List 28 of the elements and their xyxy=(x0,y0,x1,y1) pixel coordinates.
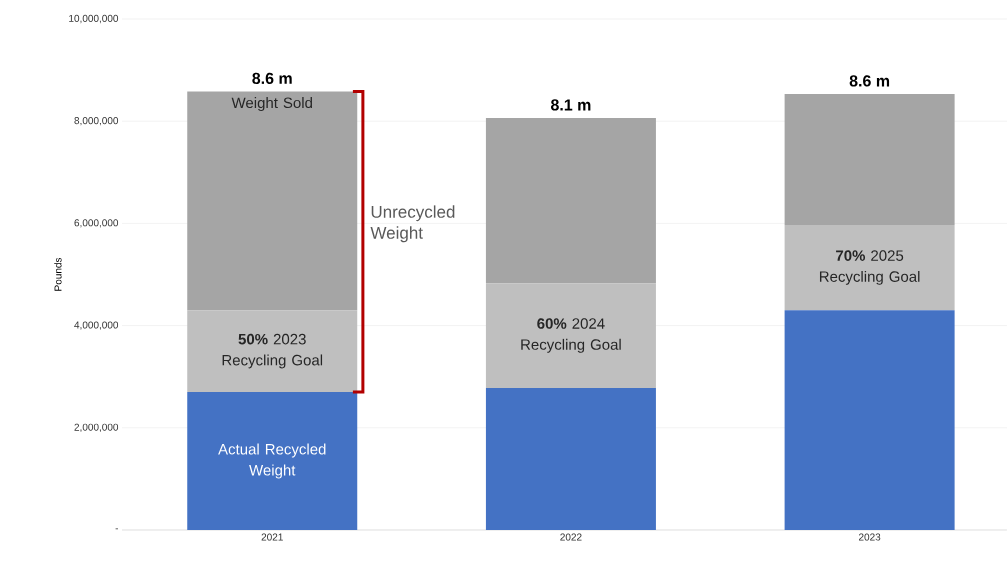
y-tick-label: 8,000,000 xyxy=(74,117,119,126)
bar xyxy=(784,310,955,530)
y-tick-label: 2,000,000 xyxy=(74,423,119,432)
annotation: 50% 2023 Recycling Goal xyxy=(222,333,323,369)
bar xyxy=(485,283,656,388)
bar xyxy=(485,387,656,530)
annotation: 70% 2025 Recycling Goal xyxy=(819,250,920,285)
y-axis-title: Pounds xyxy=(54,257,62,291)
bar xyxy=(187,91,358,311)
total-label: 8.1 m xyxy=(550,99,591,111)
bar xyxy=(485,118,656,284)
x-tick-label: 2023 xyxy=(858,533,881,541)
bar xyxy=(187,310,358,393)
bar xyxy=(784,94,955,225)
y-tick-label: 10,000,000 xyxy=(69,14,119,24)
y-tick-label: - xyxy=(115,528,119,530)
x-tick-label: 2022 xyxy=(560,533,582,541)
y-tick-label: 4,000,000 xyxy=(74,321,119,330)
total-label: 8.6 m xyxy=(252,72,292,85)
y-tick-label: 6,000,000 xyxy=(74,219,119,228)
annotation: Weight Sold xyxy=(231,97,312,112)
bar xyxy=(187,392,358,530)
x-tick-label: 2021 xyxy=(261,533,283,541)
annotation: 60% 2024 Recycling Goal xyxy=(521,318,621,353)
annotation: Unrecycled Weight xyxy=(370,205,455,243)
bar xyxy=(784,224,955,311)
annotation: Actual Recycled Weight xyxy=(218,443,326,479)
total-label: 8.6 m xyxy=(849,75,890,87)
